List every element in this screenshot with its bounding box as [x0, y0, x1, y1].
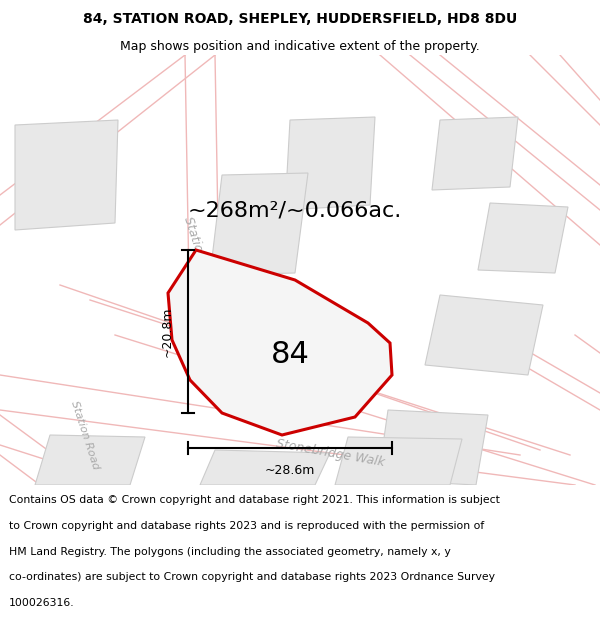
Text: ~20.8m: ~20.8m — [161, 306, 174, 357]
Text: Station Road: Station Road — [181, 215, 218, 295]
Text: 100026316.: 100026316. — [9, 598, 74, 608]
Polygon shape — [168, 250, 392, 435]
Polygon shape — [15, 120, 118, 230]
Polygon shape — [432, 117, 518, 190]
Text: ~268m²/~0.066ac.: ~268m²/~0.066ac. — [188, 200, 402, 220]
Text: to Crown copyright and database rights 2023 and is reproduced with the permissio: to Crown copyright and database rights 2… — [9, 521, 484, 531]
Polygon shape — [200, 450, 330, 485]
Text: ~28.6m: ~28.6m — [265, 464, 315, 477]
Polygon shape — [210, 173, 308, 275]
Text: Station Road: Station Road — [69, 399, 101, 471]
Polygon shape — [35, 435, 145, 485]
Text: 84: 84 — [271, 341, 310, 369]
Polygon shape — [335, 437, 462, 485]
Text: Map shows position and indicative extent of the property.: Map shows position and indicative extent… — [120, 39, 480, 52]
Polygon shape — [285, 117, 375, 210]
Text: 84, STATION ROAD, SHEPLEY, HUDDERSFIELD, HD8 8DU: 84, STATION ROAD, SHEPLEY, HUDDERSFIELD,… — [83, 12, 517, 26]
Text: Stonebridge Walk: Stonebridge Walk — [275, 437, 385, 469]
Polygon shape — [425, 295, 543, 375]
Polygon shape — [378, 410, 488, 485]
Polygon shape — [478, 203, 568, 273]
Text: co-ordinates) are subject to Crown copyright and database rights 2023 Ordnance S: co-ordinates) are subject to Crown copyr… — [9, 572, 495, 582]
Text: Contains OS data © Crown copyright and database right 2021. This information is : Contains OS data © Crown copyright and d… — [9, 495, 500, 505]
Text: HM Land Registry. The polygons (including the associated geometry, namely x, y: HM Land Registry. The polygons (includin… — [9, 547, 451, 557]
